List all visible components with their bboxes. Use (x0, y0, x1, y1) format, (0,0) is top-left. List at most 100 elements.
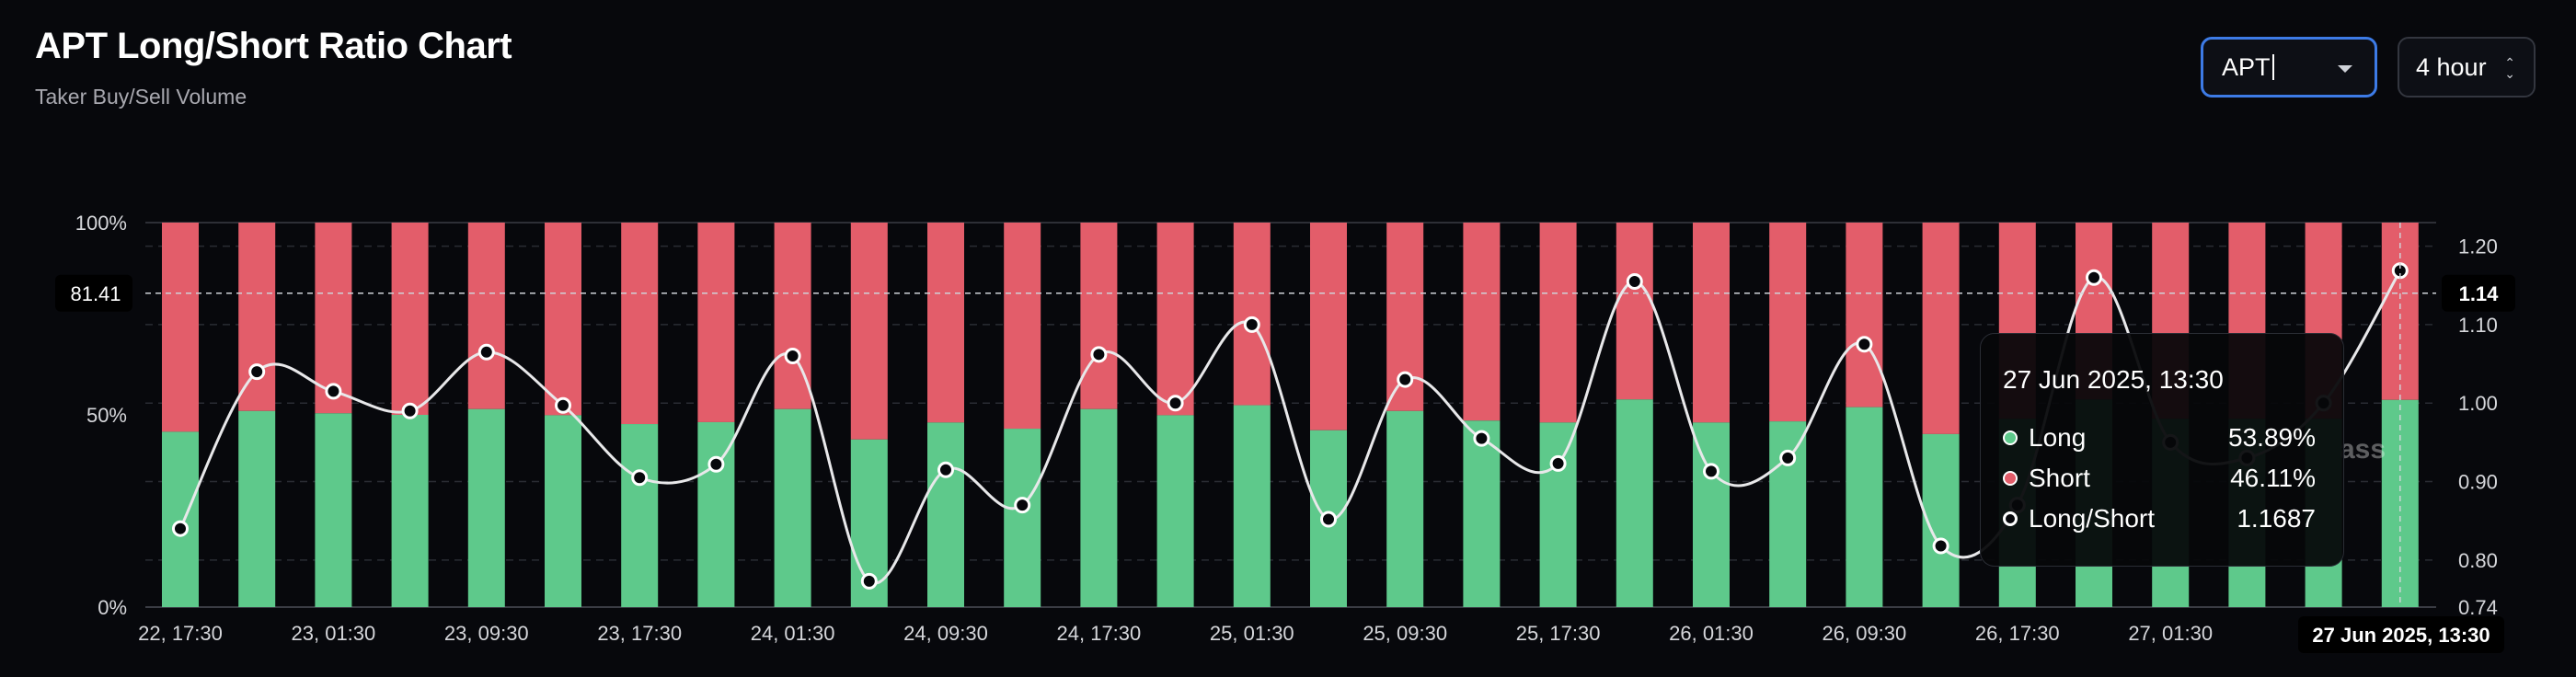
short-bar (1693, 223, 1730, 423)
x-tick-label: 26, 17:30 (1975, 622, 2060, 645)
long-bar (1846, 407, 1883, 607)
ratio-point (1549, 454, 1567, 472)
ratio-point (1932, 537, 1949, 555)
short-bar (1539, 223, 1577, 423)
long-bar (1080, 408, 1118, 607)
x-tick-label: 26, 09:30 (1823, 622, 1907, 645)
ratio-point (172, 520, 189, 537)
long-bar (162, 431, 199, 607)
tooltip-value: 1.1687 (2237, 504, 2316, 533)
short-dot-icon (2003, 471, 2018, 486)
short-bar (1846, 223, 1883, 407)
ratio-point (1320, 511, 1337, 528)
right-tick-label: 1.10 (2458, 314, 2498, 337)
short-bar (1310, 223, 1347, 430)
ratio-point (1703, 463, 1719, 480)
tooltip-row-short: Short 46.11% (2003, 463, 2316, 494)
left-tick-label: 100% (75, 212, 127, 235)
long-bar (1386, 410, 1424, 607)
long-bar (1693, 422, 1730, 607)
long-bar (1463, 420, 1501, 607)
long-bar (1539, 422, 1577, 607)
long-dot-icon (2003, 430, 2018, 445)
tooltip-row-ratio: Long/Short 1.1687 (2003, 503, 2316, 534)
x-tick-label: 25, 01:30 (1210, 622, 1294, 645)
right-tick-label: 0.90 (2458, 471, 2498, 494)
short-bar (1004, 223, 1041, 430)
short-bar (697, 223, 735, 422)
page-title: APT Long/Short Ratio Chart (35, 26, 512, 66)
short-bar (1922, 223, 1960, 434)
short-bar (1769, 223, 1807, 422)
ratio-point (1856, 336, 1873, 353)
ratio-point (707, 455, 725, 473)
short-bar (1080, 223, 1118, 409)
x-tick-label: 23, 09:30 (444, 622, 529, 645)
x-tick-label: 23, 01:30 (292, 622, 376, 645)
ratio-point (937, 461, 954, 478)
interval-select-value: 4 hour (2416, 52, 2487, 81)
ratio-point (1473, 430, 1490, 447)
x-tick-label: 25, 09:30 (1363, 622, 1447, 645)
ratio-point (1779, 449, 1797, 466)
chart-tooltip: 27 Jun 2025, 13:30 Long 53.89% Short 46.… (1980, 333, 2344, 567)
up-down-chevron-icon: ⌃ ⌄ (2504, 55, 2515, 81)
long-bar (1233, 405, 1271, 607)
ratio-point (555, 396, 571, 414)
long-bar (545, 415, 581, 607)
left-tick-label: 50% (86, 404, 127, 427)
long-bar (697, 421, 735, 607)
ratio-point (1014, 497, 1031, 514)
long-bar (621, 424, 659, 607)
interval-select[interactable]: 4 hour ⌃ ⌄ (2398, 37, 2536, 98)
ratio-point (860, 572, 878, 590)
symbol-select[interactable]: APT (2201, 37, 2377, 98)
right-tick-label: 0.80 (2458, 549, 2498, 572)
long-bar (927, 422, 964, 607)
right-tick-label: 0.74 (2458, 596, 2498, 619)
long-bar (315, 413, 352, 607)
ratio-dot-icon (2003, 511, 2018, 526)
tooltip-value: 53.89% (2228, 423, 2316, 452)
ratio-point (1626, 272, 1643, 290)
short-bar (621, 223, 659, 425)
right-tick-label: 1.20 (2458, 235, 2498, 258)
ratio-point (325, 383, 342, 400)
x-tick-label: 22, 17:30 (138, 622, 223, 645)
ratio-point (477, 343, 495, 361)
ratio-point (1090, 346, 1108, 363)
x-tick-label: 24, 17:30 (1057, 622, 1142, 645)
short-bar (1233, 223, 1271, 406)
ratio-point (2086, 269, 2102, 286)
x-tick-label: 25, 17:30 (1516, 622, 1601, 645)
tooltip-row-long: Long 53.89% (2003, 422, 2316, 453)
tooltip-title: 27 Jun 2025, 13:30 (2003, 365, 2224, 394)
right-tick-label: 1.00 (2458, 392, 2498, 415)
x-tick-label: 26, 01:30 (1669, 622, 1754, 645)
short-bar (315, 223, 352, 414)
x-tick-label: 24, 01:30 (751, 622, 835, 645)
crosshair-x-label: 27 Jun 2025, 13:30 (2312, 624, 2490, 647)
crosshair-left-label: 81.41 (70, 282, 121, 305)
x-tick-label: 23, 17:30 (597, 622, 682, 645)
ratio-point (401, 402, 419, 419)
short-bar (850, 223, 888, 440)
long-bar (2381, 399, 2419, 607)
short-bar (927, 223, 964, 423)
chevron-down-icon (2338, 65, 2352, 73)
short-bar (391, 223, 429, 415)
short-bar (1463, 223, 1501, 421)
long-bar (238, 410, 276, 607)
long-bar (774, 408, 811, 607)
tooltip-label: Long (2029, 423, 2087, 452)
crosshair-left-box (55, 274, 132, 312)
ratio-point (1397, 371, 1414, 388)
tooltip-label: Long/Short (2029, 504, 2155, 533)
ratio-point (1167, 395, 1184, 412)
long-bar (1769, 421, 1807, 607)
ratio-point (631, 469, 649, 487)
short-bar (1616, 223, 1653, 400)
tooltip-label: Short (2029, 464, 2090, 492)
long-bar (1616, 399, 1653, 607)
long-bar (391, 415, 429, 607)
